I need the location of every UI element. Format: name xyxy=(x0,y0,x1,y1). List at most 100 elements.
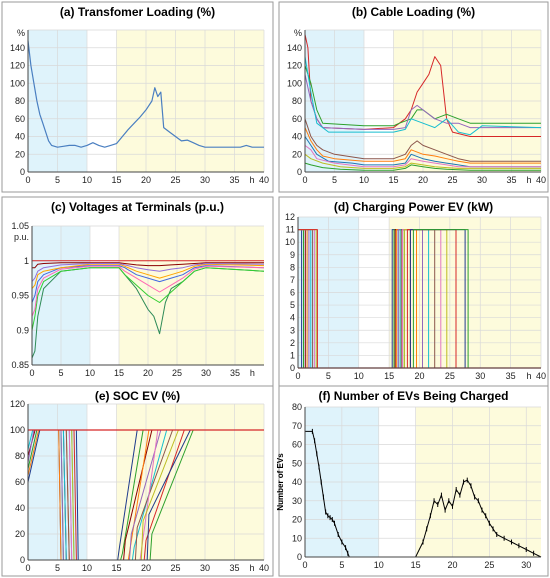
x-tick-label-e-8: 40 xyxy=(259,563,269,573)
y-tick-label-c-3: 1 xyxy=(24,256,29,266)
x-tick-label-b-4: 20 xyxy=(418,175,428,185)
y-tick-label-a-2: 40 xyxy=(15,132,25,142)
y-tick-label-d-3: 3 xyxy=(290,325,295,335)
x-tick-label-c-0: 0 xyxy=(29,368,34,378)
series-line-b-2 xyxy=(304,74,541,130)
y-tick-label-d-9: 9 xyxy=(290,250,295,260)
y-tick-label-e-2: 40 xyxy=(15,503,25,513)
y-tick-label-d-5: 5 xyxy=(290,300,295,310)
x-tick-label-a-7: 35 xyxy=(229,175,239,185)
x-tick-label-f-1: 5 xyxy=(339,560,344,570)
y-tick-label-b-6: 120 xyxy=(287,61,302,71)
y-tick-label-e-0: 0 xyxy=(20,555,25,565)
x-unit-b: h xyxy=(526,175,531,185)
y-unit-b: % xyxy=(294,28,302,38)
x-tick-label-f-6: 30 xyxy=(521,560,531,570)
chart-title-e: (e) SOC EV (%) xyxy=(95,389,180,403)
chart-title-c: (c) Voltages at Terminals (p.u.) xyxy=(51,200,224,214)
y-tick-label-b-7: 140 xyxy=(287,43,302,53)
y-tick-label-f-0: 0 xyxy=(297,552,302,562)
series-line-c-6 xyxy=(31,263,265,282)
x-unit-a: h xyxy=(249,175,254,185)
x-tick-label-d-1: 5 xyxy=(326,371,331,381)
y-tick-label-b-2: 40 xyxy=(292,132,302,142)
y-unit-c: p.u. xyxy=(14,232,29,242)
series-line-c-4 xyxy=(31,265,265,317)
y-tick-label-a-6: 120 xyxy=(10,61,25,71)
y-tick-label-c-2: 0.95 xyxy=(11,291,29,301)
y-tick-label-a-1: 20 xyxy=(15,149,25,159)
y-tick-label-f-1: 10 xyxy=(292,533,302,543)
y-tick-label-f-6: 60 xyxy=(292,440,302,450)
y-tick-label-a-7: 140 xyxy=(10,43,25,53)
y-tick-label-a-3: 60 xyxy=(15,114,25,124)
y-tick-label-d-4: 4 xyxy=(290,313,295,323)
x-tick-label-c-7: 35 xyxy=(230,368,240,378)
y-tick-label-e-4: 80 xyxy=(15,451,25,461)
series-line-b-5 xyxy=(304,127,541,164)
x-tick-label-a-3: 15 xyxy=(111,175,121,185)
x-tick-label-b-6: 30 xyxy=(477,175,487,185)
series-line-b-3 xyxy=(304,56,542,136)
y-tick-label-f-5: 50 xyxy=(292,458,302,468)
y-tick-label-c-0: 0.85 xyxy=(11,360,29,370)
y-tick-label-d-0: 0 xyxy=(290,363,295,373)
x-tick-label-b-5: 25 xyxy=(447,175,457,185)
x-tick-label-d-5: 25 xyxy=(445,371,455,381)
series-line-b-6 xyxy=(304,136,541,168)
x-tick-label-d-4: 20 xyxy=(414,371,424,381)
y-unit-a: % xyxy=(17,28,25,38)
x-tick-label-c-4: 20 xyxy=(143,368,153,378)
y-tick-label-a-0: 0 xyxy=(20,167,25,177)
y-tick-label-e-5: 100 xyxy=(10,425,25,435)
y-tick-label-a-4: 80 xyxy=(15,96,25,106)
chart-panel-e: (e) SOC EV (%) 0 20 40 60 80 100 120 0 5 10 15 20 25 3… xyxy=(1,385,274,577)
y-tick-label-b-1: 20 xyxy=(292,149,302,159)
x-tick-label-a-1: 5 xyxy=(55,175,60,185)
x-tick-label-a-5: 25 xyxy=(170,175,180,185)
x-tick-label-a-8: 40 xyxy=(259,175,269,185)
series-line-f-0 xyxy=(305,430,542,558)
x-tick-label-f-2: 10 xyxy=(374,560,384,570)
y-tick-label-e-3: 60 xyxy=(15,477,25,487)
y-tick-label-c-4: 1.05 xyxy=(11,221,29,231)
chart-panel-f: (f) Number of EVs Being Charged 0 10 20 30 40… xyxy=(276,385,549,577)
y-tick-label-f-3: 30 xyxy=(292,496,302,506)
series-line-b-8 xyxy=(304,153,541,169)
chart-panel-d: (d) Charging Power EV (kW)01234567891011… xyxy=(278,196,549,388)
y-tick-label-e-1: 20 xyxy=(15,529,25,539)
x-tick-label-c-2: 10 xyxy=(85,368,95,378)
x-tick-label-f-3: 15 xyxy=(411,560,421,570)
x-tick-label-e-2: 10 xyxy=(82,563,92,573)
x-tick-label-e-4: 20 xyxy=(141,563,151,573)
chart-title-d: (d) Charging Power EV (kW) xyxy=(334,200,493,214)
series-line-a-0 xyxy=(27,40,264,148)
y-tick-label-f-7: 70 xyxy=(292,421,302,431)
chart-panel-c: (c) Voltages at Terminals (p.u.) 0.85 0.9 0… xyxy=(1,196,274,388)
x-tick-label-d-0: 0 xyxy=(295,371,300,381)
y-tick-label-d-12: 12 xyxy=(285,212,295,222)
x-unit-e: h xyxy=(249,563,254,573)
x-unit-c: h xyxy=(250,368,255,378)
x-tick-label-c-6: 30 xyxy=(201,368,211,378)
y-tick-label-d-6: 6 xyxy=(290,288,295,298)
y-tick-label-b-5: 100 xyxy=(287,78,302,88)
series-line-b-4 xyxy=(304,118,541,162)
x-tick-label-d-2: 10 xyxy=(354,371,364,381)
y-tick-label-f-2: 20 xyxy=(292,515,302,525)
chart-title-f: (f) Number of EVs Being Charged xyxy=(318,389,508,403)
x-tick-label-b-7: 35 xyxy=(506,175,516,185)
x-tick-label-e-6: 30 xyxy=(200,563,210,573)
x-tick-label-c-5: 25 xyxy=(172,368,182,378)
x-tick-label-c-3: 15 xyxy=(114,368,124,378)
x-tick-label-a-6: 30 xyxy=(200,175,210,185)
chart-panel-a: (a) Transfomer Loading (%)02040608010012… xyxy=(1,1,274,193)
x-tick-label-e-1: 5 xyxy=(55,563,60,573)
x-tick-label-e-5: 25 xyxy=(170,563,180,573)
y-tick-label-b-3: 60 xyxy=(292,114,302,124)
x-tick-label-b-1: 5 xyxy=(332,175,337,185)
x-tick-label-e-3: 15 xyxy=(111,563,121,573)
x-tick-label-d-7: 35 xyxy=(506,371,516,381)
chart-title-b: (b) Cable Loading (%) xyxy=(352,5,475,19)
